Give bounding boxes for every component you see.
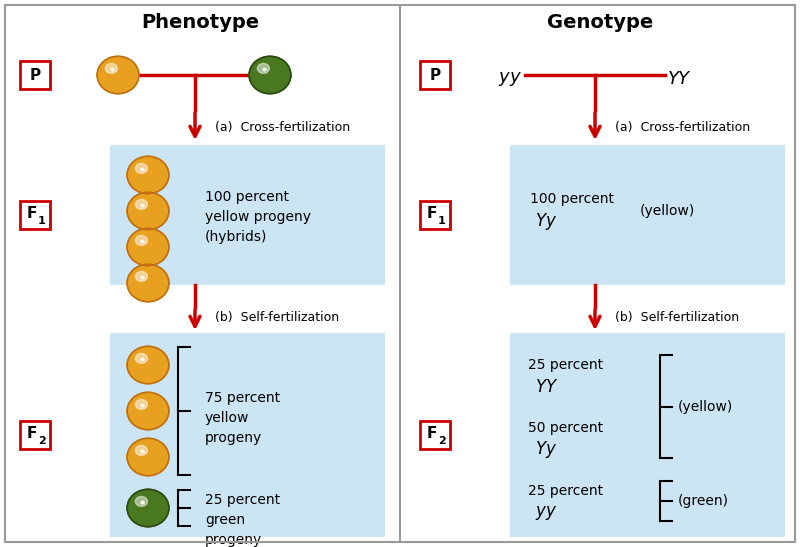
Ellipse shape bbox=[141, 450, 144, 453]
Bar bbox=[110, 333, 385, 537]
Ellipse shape bbox=[97, 56, 139, 94]
Text: P: P bbox=[430, 67, 441, 83]
Ellipse shape bbox=[135, 164, 147, 173]
Text: F: F bbox=[27, 426, 37, 440]
Text: progeny: progeny bbox=[205, 533, 262, 547]
Text: (yellow): (yellow) bbox=[640, 204, 695, 218]
Text: F: F bbox=[27, 206, 37, 220]
Bar bbox=[20, 201, 50, 229]
Text: 1: 1 bbox=[438, 216, 446, 226]
Text: progeny: progeny bbox=[205, 431, 262, 445]
Ellipse shape bbox=[127, 228, 169, 266]
Ellipse shape bbox=[141, 168, 144, 171]
Bar bbox=[20, 61, 50, 89]
Text: F: F bbox=[427, 206, 437, 220]
Text: 50 percent: 50 percent bbox=[528, 421, 603, 435]
Bar bbox=[20, 421, 50, 449]
Bar bbox=[510, 333, 785, 537]
Bar bbox=[110, 145, 385, 285]
Ellipse shape bbox=[135, 271, 147, 281]
Ellipse shape bbox=[141, 240, 144, 243]
Bar bbox=[510, 145, 785, 285]
Ellipse shape bbox=[258, 63, 270, 73]
Text: $yy$: $yy$ bbox=[535, 504, 558, 522]
Text: 2: 2 bbox=[38, 436, 46, 446]
Bar bbox=[420, 61, 450, 89]
Text: $yy$: $yy$ bbox=[498, 70, 522, 88]
Text: 2: 2 bbox=[438, 436, 446, 446]
Ellipse shape bbox=[249, 56, 291, 94]
Text: (a)  Cross-fertilization: (a) Cross-fertilization bbox=[615, 120, 750, 133]
Ellipse shape bbox=[135, 399, 147, 409]
Bar bbox=[420, 201, 450, 229]
Text: (yellow): (yellow) bbox=[678, 399, 734, 414]
Text: Phenotype: Phenotype bbox=[141, 13, 259, 32]
Text: $YY$: $YY$ bbox=[667, 70, 693, 88]
Text: 25 percent: 25 percent bbox=[528, 484, 603, 498]
Ellipse shape bbox=[127, 193, 169, 230]
Text: F: F bbox=[427, 426, 437, 440]
Ellipse shape bbox=[135, 200, 147, 210]
Ellipse shape bbox=[127, 156, 169, 194]
Text: 100 percent: 100 percent bbox=[205, 190, 289, 204]
Ellipse shape bbox=[141, 404, 144, 407]
Ellipse shape bbox=[135, 445, 147, 455]
Text: $YY$: $YY$ bbox=[535, 379, 558, 395]
Ellipse shape bbox=[106, 63, 118, 73]
Text: yellow progeny: yellow progeny bbox=[205, 210, 311, 224]
Ellipse shape bbox=[127, 438, 169, 476]
Text: (b)  Self-fertilization: (b) Self-fertilization bbox=[615, 311, 739, 323]
Ellipse shape bbox=[263, 68, 266, 71]
Text: $Yy$: $Yy$ bbox=[535, 439, 557, 461]
Ellipse shape bbox=[135, 497, 147, 507]
Text: Genotype: Genotype bbox=[547, 13, 653, 32]
Ellipse shape bbox=[127, 346, 169, 383]
Ellipse shape bbox=[127, 490, 169, 527]
Text: (hybrids): (hybrids) bbox=[205, 230, 267, 244]
Ellipse shape bbox=[141, 276, 144, 279]
Text: P: P bbox=[30, 67, 41, 83]
Ellipse shape bbox=[135, 353, 147, 363]
Ellipse shape bbox=[127, 264, 169, 302]
Text: 1: 1 bbox=[38, 216, 46, 226]
Text: 25 percent: 25 percent bbox=[528, 358, 603, 372]
Text: 75 percent: 75 percent bbox=[205, 391, 280, 405]
Ellipse shape bbox=[141, 204, 144, 207]
Ellipse shape bbox=[135, 235, 147, 246]
Ellipse shape bbox=[127, 392, 169, 430]
Bar bbox=[420, 421, 450, 449]
Ellipse shape bbox=[141, 358, 144, 361]
Text: (green): (green) bbox=[678, 494, 729, 508]
Text: (b)  Self-fertilization: (b) Self-fertilization bbox=[215, 311, 339, 323]
Ellipse shape bbox=[141, 501, 144, 504]
Ellipse shape bbox=[111, 68, 114, 71]
Text: (a)  Cross-fertilization: (a) Cross-fertilization bbox=[215, 120, 350, 133]
Text: $Yy$: $Yy$ bbox=[535, 211, 557, 231]
Text: 25 percent: 25 percent bbox=[205, 493, 280, 507]
Text: green: green bbox=[205, 513, 245, 527]
Text: yellow: yellow bbox=[205, 411, 250, 425]
Text: 100 percent: 100 percent bbox=[530, 192, 614, 206]
